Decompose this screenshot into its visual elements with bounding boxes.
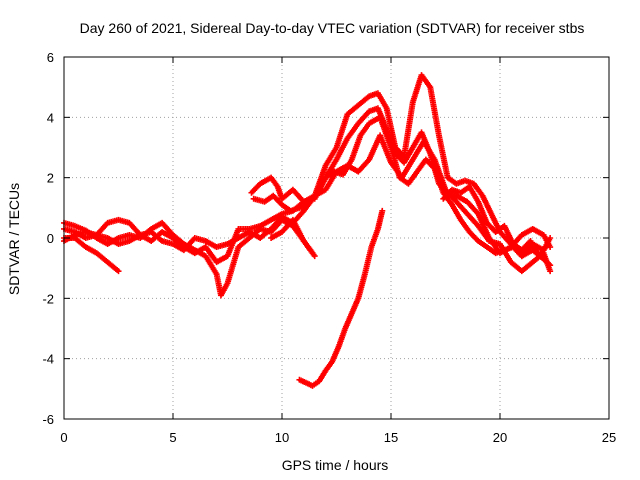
- data-point: [309, 250, 316, 257]
- data-point: [547, 268, 554, 275]
- data-point: [379, 207, 386, 214]
- x-tick-label: 10: [275, 430, 289, 445]
- y-tick-label: 4: [47, 110, 54, 125]
- series-arc-6: [250, 114, 554, 260]
- data-point: [544, 241, 551, 248]
- data-series: [61, 72, 554, 389]
- x-tick-label: 5: [169, 430, 176, 445]
- y-tick-label: -2: [42, 291, 54, 306]
- x-tick-label: 25: [602, 430, 616, 445]
- y-tick-label: 6: [47, 50, 54, 65]
- x-tick-label: 15: [384, 430, 398, 445]
- series-arc-5: [248, 72, 554, 269]
- x-tick-label: 0: [60, 430, 67, 445]
- y-axis-label: SDTVAR / TECUs: [6, 183, 22, 295]
- series-arc-7: [296, 207, 386, 389]
- y-tick-label: -4: [42, 352, 54, 367]
- chart-title: Day 260 of 2021, Sidereal Day-to-day VTE…: [80, 20, 585, 36]
- data-point: [547, 235, 554, 241]
- x-axis-label: GPS time / hours: [282, 457, 389, 473]
- x-tick-label: 20: [493, 430, 507, 445]
- grid: [64, 57, 609, 419]
- y-tick-label: 2: [47, 171, 54, 186]
- data-point: [115, 268, 122, 275]
- y-tick-label: 0: [47, 231, 54, 246]
- data-point: [311, 253, 318, 260]
- series-arc-9: [440, 183, 551, 260]
- y-tick-label: -6: [42, 412, 54, 427]
- series-arc-8: [268, 216, 316, 257]
- axis-ticks: 0 5 10 15 20 25 -6 -4 -2 0 2 4 6: [42, 50, 616, 445]
- data-point: [547, 262, 554, 269]
